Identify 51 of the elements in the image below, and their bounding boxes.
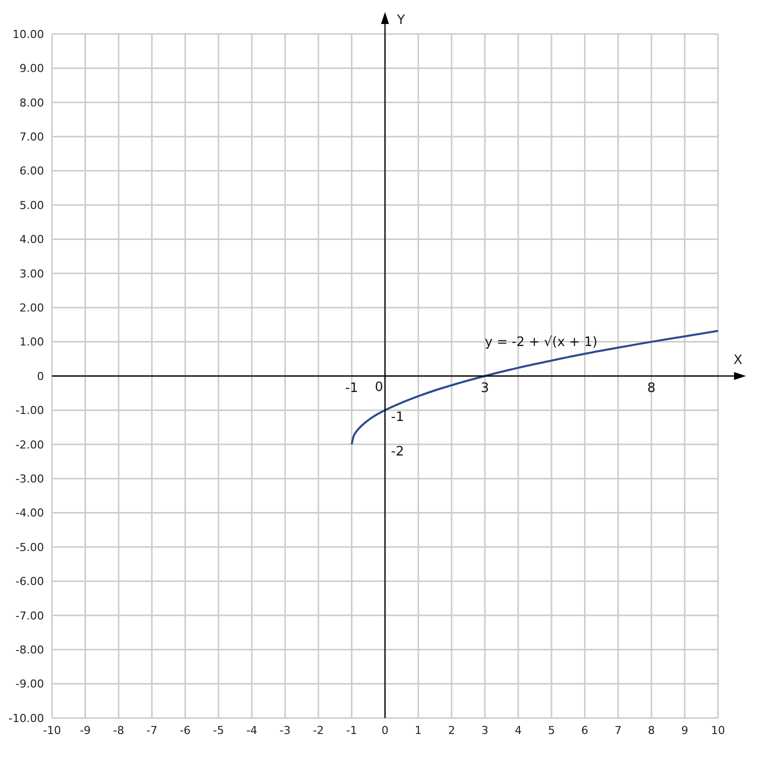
x-tick-label: -8 <box>113 724 124 737</box>
y-axis-title: Y <box>396 13 406 28</box>
y-tick-label: 8.00 <box>20 96 44 110</box>
annotation: 0 <box>374 380 384 395</box>
x-tick-label: 2 <box>448 724 456 737</box>
y-tick-label: 4.00 <box>20 233 44 246</box>
y-tick-label: -9.00 <box>16 678 44 691</box>
annotation: 3 <box>480 381 490 396</box>
y-tick-label: -8.00 <box>16 644 44 657</box>
y-tick-label: 6.00 <box>20 164 44 178</box>
x-tick-label: -2 <box>312 724 324 737</box>
x-tick-label: -4 <box>246 724 258 737</box>
y-tick-label: -4.00 <box>16 506 44 520</box>
y-tick-label: -7.00 <box>16 609 44 622</box>
y-tick-label: 5.00 <box>20 198 44 212</box>
x-tick-label: -7 <box>146 724 158 737</box>
y-tick-label: 10.00 <box>12 28 44 41</box>
x-axis-title: X <box>734 353 743 368</box>
x-tick-label: 3 <box>481 724 488 737</box>
annotation: -1 <box>391 410 404 426</box>
x-tick-label: -3 <box>280 724 291 737</box>
x-tick-label: -10 <box>43 724 61 737</box>
y-tick-label: -10.00 <box>8 712 44 725</box>
x-tick-label: 8 <box>648 724 655 737</box>
x-tick-label: -6 <box>180 724 191 737</box>
x-tick-label: 6 <box>581 724 588 737</box>
y-tick-label: 7.00 <box>20 130 44 144</box>
x-tick-label: 10 <box>711 724 725 737</box>
x-tick-label: 5 <box>548 724 555 737</box>
y-tick-label: 1.00 <box>20 336 44 349</box>
annotation: y = -2 + √(x + 1) <box>484 334 598 350</box>
y-tick-label: -1.00 <box>16 404 44 418</box>
y-tick-label: 9.00 <box>20 62 44 76</box>
y-tick-label: 3.00 <box>20 267 44 280</box>
y-tick-label: -2.00 <box>16 438 44 452</box>
y-tick-label: -6.00 <box>16 575 44 588</box>
y-tick-label: 2.00 <box>20 302 44 315</box>
y-tick-label: -3.00 <box>16 472 44 486</box>
annotation: -1 <box>345 381 358 396</box>
x-tick-label: -9 <box>80 724 91 737</box>
x-tick-label: -5 <box>213 724 224 737</box>
y-tick-label: 0 <box>37 370 44 383</box>
y-tick-label: -5.00 <box>16 540 44 554</box>
x-tick-label: 1 <box>414 724 422 737</box>
annotation: 8 <box>647 381 656 396</box>
x-tick-label: 0 <box>382 724 388 737</box>
x-tick-label: 7 <box>614 724 622 737</box>
x-tick-label: -1 <box>346 724 358 737</box>
x-tick-label: 4 <box>514 724 522 737</box>
x-tick-label: 9 <box>681 724 688 737</box>
annotation: -2 <box>391 444 404 460</box>
